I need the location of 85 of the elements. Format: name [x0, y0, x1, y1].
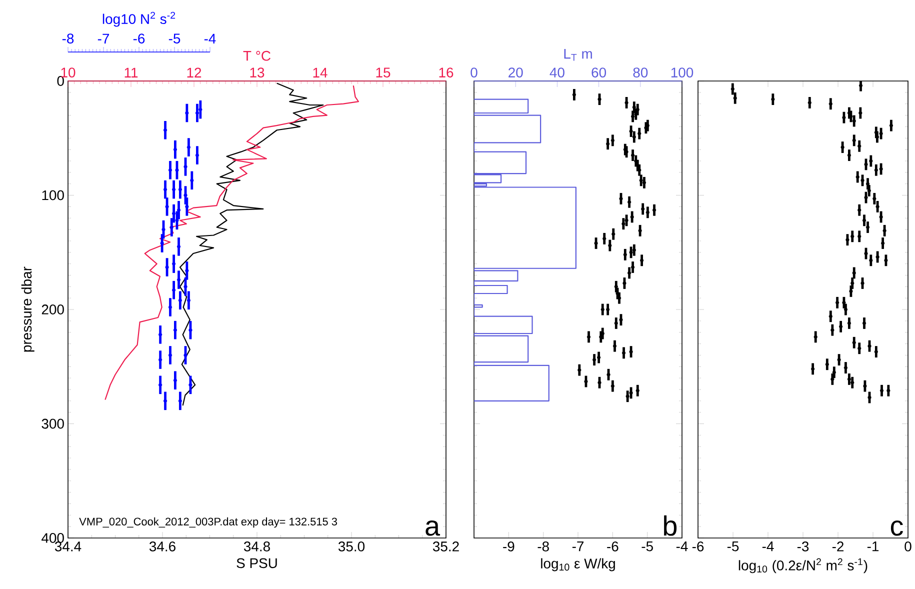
x2-tick-label: 16	[439, 68, 454, 78]
point	[178, 298, 182, 302]
point	[184, 353, 188, 357]
x-tick-label: -6	[607, 542, 618, 552]
x-tick-label: 34.6	[149, 542, 176, 552]
x-axis-title: log$_{10}$ ε W/kg	[541, 558, 615, 572]
point	[158, 383, 162, 387]
point	[184, 164, 188, 168]
point	[185, 204, 189, 208]
x-axis-title: log10 N$^{2}$ s$^{-2}$	[102, 12, 176, 27]
x-tick-label: -5	[168, 34, 180, 44]
point	[178, 399, 182, 403]
point	[175, 218, 179, 222]
x-tick-label: -8	[62, 34, 74, 44]
y-tick-label: 100	[42, 190, 64, 200]
x2-tick-label: 20	[508, 68, 523, 78]
point	[175, 168, 179, 172]
x2-tick-label: 80	[633, 68, 648, 78]
point	[188, 328, 192, 332]
point	[172, 288, 176, 292]
point	[195, 153, 200, 158]
y-axis-title: pressure dbar	[21, 266, 34, 352]
x-tick-label: -1	[867, 542, 879, 552]
line-series	[179, 82, 324, 406]
x-tick-label: -8	[538, 542, 549, 552]
point	[184, 284, 188, 288]
annotation: c	[890, 520, 903, 536]
annotation: b	[664, 515, 677, 536]
x-tick-label: -2	[832, 542, 844, 552]
x-tick-label: -5	[727, 542, 739, 552]
point	[160, 241, 164, 246]
point	[158, 332, 162, 336]
x2-tick-label: 12	[187, 68, 202, 78]
x-tick-label: -4	[204, 34, 216, 44]
x2-tick-label: 10	[61, 68, 76, 78]
point	[188, 383, 192, 387]
x-tick-label: 35.0	[338, 542, 365, 552]
x2-axis-title: L$_{T}$ m	[564, 49, 592, 61]
y-tick-label: 400	[42, 533, 64, 543]
x-tick-label: -7	[572, 542, 584, 552]
x2-tick-label: 11	[124, 68, 138, 78]
annotation: a	[426, 520, 440, 536]
point	[176, 278, 181, 282]
x-tick-label: -6	[692, 542, 704, 552]
x-tick-label: 34.8	[244, 542, 270, 552]
x2-tick-label: 60	[592, 68, 606, 78]
point	[165, 204, 169, 208]
y-tick-label: 300	[42, 418, 64, 429]
x-tick-label: -3	[797, 542, 809, 552]
x-tick-label: -7	[98, 34, 110, 44]
point	[168, 305, 172, 310]
point	[190, 178, 194, 182]
point	[176, 208, 181, 212]
annotation: VMP_020_Cook_2012_003P.dat exp day= 132.515 3	[79, 517, 338, 528]
x2-tick-label: 0	[470, 68, 478, 78]
point	[178, 188, 182, 192]
point	[186, 298, 190, 302]
x-axis-title: S PSU	[236, 558, 277, 568]
x-tick-label: -9	[503, 542, 514, 552]
x2-tick-label: 14	[313, 68, 328, 78]
point	[186, 145, 190, 150]
x2-tick-label: 13	[250, 68, 264, 78]
x-tick-label: 34.4	[54, 542, 82, 552]
x2-tick-label: 15	[376, 68, 390, 78]
point	[158, 358, 162, 362]
point	[172, 212, 176, 216]
x2-tick-label: 100	[671, 68, 694, 78]
x-tick-label: 35.2	[432, 542, 459, 552]
point	[168, 353, 172, 357]
x-tick-label: -4	[676, 542, 688, 552]
text: log$_{10}$ (0.2ε/N$^{2}$ m$^{2}$ s$^{-1}$)	[738, 558, 868, 574]
point	[198, 108, 202, 112]
point	[185, 268, 189, 272]
y-tick-label: 200	[42, 304, 64, 314]
x-tick-label: 0	[904, 542, 912, 552]
point	[195, 111, 200, 115]
point	[170, 225, 174, 230]
x-tick-label: -4	[762, 542, 774, 552]
point	[162, 228, 166, 232]
x-tick-label: -6	[133, 34, 145, 44]
x-tick-label: -5	[642, 542, 653, 552]
x2-axis-title: T °C	[243, 50, 270, 61]
y-tick-label: 0	[57, 76, 64, 86]
x2-tick-label: 40	[550, 68, 564, 78]
point	[185, 111, 189, 115]
